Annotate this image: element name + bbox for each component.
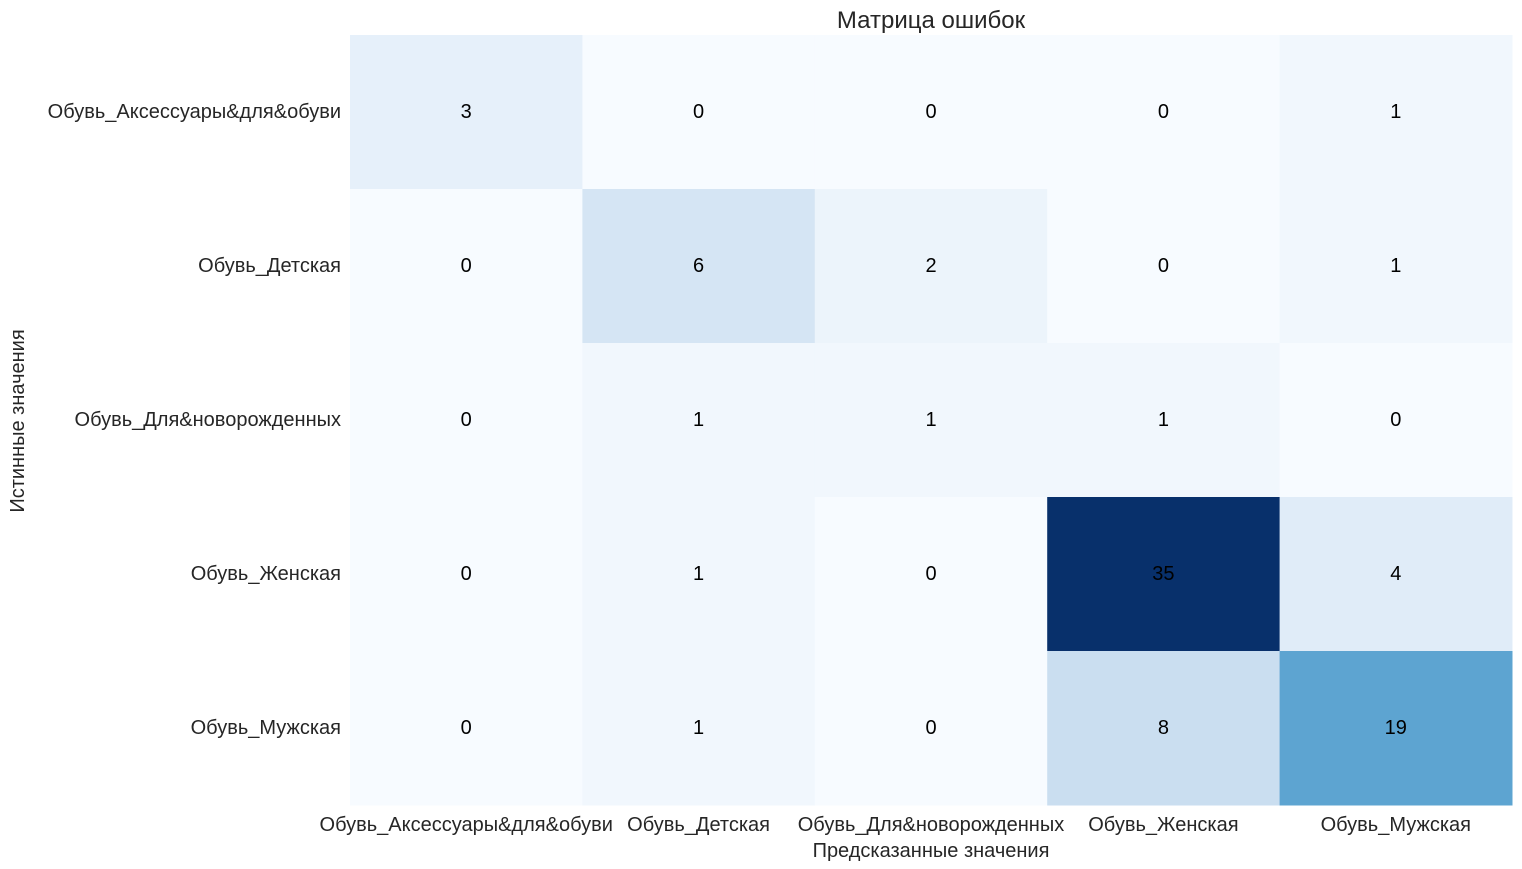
- heatmap-cell: [1279, 189, 1513, 344]
- heatmap-cell-value: 1: [1390, 101, 1401, 123]
- heatmap-cell: [1279, 343, 1513, 498]
- heatmap-cell-value: 0: [461, 255, 472, 277]
- heatmap-cell-value: 0: [461, 717, 472, 739]
- heatmap-cell: [1047, 35, 1281, 190]
- heatmap-cell-value: 6: [693, 255, 704, 277]
- x-tick-label: Обувь_Женская: [1088, 814, 1238, 836]
- heatmap-cell: [1047, 343, 1281, 498]
- chart-title: Матрица ошибок: [837, 7, 1026, 34]
- heatmap-cell: [582, 651, 816, 806]
- heatmap-cell-value: 3: [461, 101, 472, 123]
- heatmap-cell: [1279, 35, 1513, 190]
- heatmap-cell: [1047, 189, 1281, 344]
- y-tick-label: Обувь_Мужская: [191, 717, 341, 739]
- heatmap-cell-labels: 3 0 0 0 10 6 2 0 10 1 1 1 00 1 0 35 40 1 0 8 19: [461, 101, 1407, 739]
- heatmap-cell: [814, 343, 1048, 498]
- heatmap-cell-value: 1: [693, 409, 704, 431]
- heatmap-cell: [350, 651, 583, 806]
- y-tick-label: Обувь_Аксессуары&для&обуви: [48, 101, 341, 123]
- y-axis-label: Истинные значения: [7, 329, 29, 512]
- y-axis-tick-labels: Обувь_Аксессуары&для&обуви Обувь_Детская О…: [48, 101, 341, 739]
- heatmap-cell-value: 0: [925, 101, 936, 123]
- x-tick-label: Обувь_Для&новорожденных: [798, 814, 1064, 836]
- heatmap-cell: [1047, 651, 1281, 806]
- heatmap-cell-value: 8: [1158, 717, 1169, 739]
- x-axis-label: Предсказанные значения: [813, 840, 1050, 862]
- heatmap-cell: [1279, 497, 1513, 652]
- heatmap-cell: [350, 35, 583, 190]
- heatmap-cell: [814, 35, 1048, 190]
- y-tick-label: Обувь_Детская: [198, 255, 341, 277]
- heatmap-cell-value: 4: [1390, 563, 1401, 585]
- heatmap-cells: [350, 35, 1513, 806]
- heatmap-cell-value: 1: [693, 717, 704, 739]
- heatmap-cell: [582, 189, 816, 344]
- heatmap-cell-value: 1: [925, 409, 936, 431]
- heatmap-cell: [350, 189, 583, 344]
- y-tick-label: Обувь_Женская: [191, 563, 341, 585]
- x-axis-tick-labels: Обувь_Аксессуары&для&обуви Обувь_Детская О…: [320, 814, 1471, 836]
- heatmap-cell: [350, 497, 583, 652]
- heatmap-cell: [582, 343, 816, 498]
- heatmap-cell: [582, 35, 816, 190]
- heatmap-cell-value: 0: [925, 717, 936, 739]
- heatmap-cell: [1279, 651, 1513, 806]
- heatmap-cell-value: 0: [461, 409, 472, 431]
- heatmap-cell-value: 0: [1158, 255, 1169, 277]
- heatmap-cell: [350, 343, 583, 498]
- heatmap-cell-value: 0: [461, 563, 472, 585]
- heatmap-cell: [814, 651, 1048, 806]
- heatmap-cell-value: 19: [1385, 717, 1407, 739]
- x-tick-label: Обувь_Мужская: [1321, 814, 1471, 836]
- heatmap-cell: [1047, 497, 1281, 652]
- heatmap-cell: [582, 497, 816, 652]
- heatmap-cell-value: 2: [925, 255, 936, 277]
- heatmap-cell-value: 0: [1390, 409, 1401, 431]
- heatmap-cell-value: 1: [1158, 409, 1169, 431]
- heatmap-cell-value: 1: [1390, 255, 1401, 277]
- heatmap-cell: [814, 497, 1048, 652]
- heatmap-cell: [814, 189, 1048, 344]
- x-tick-label: Обувь_Детская: [627, 814, 770, 836]
- heatmap-cell-value: 0: [925, 563, 936, 585]
- heatmap-cell-value: 0: [1158, 101, 1169, 123]
- heatmap-cell-value: 1: [693, 563, 704, 585]
- y-tick-label: Обувь_Для&новорожденных: [75, 409, 341, 431]
- heatmap-cell-value: 0: [693, 101, 704, 123]
- x-tick-label: Обувь_Аксессуары&для&обуви: [320, 814, 613, 836]
- heatmap-cell-value: 35: [1152, 563, 1174, 585]
